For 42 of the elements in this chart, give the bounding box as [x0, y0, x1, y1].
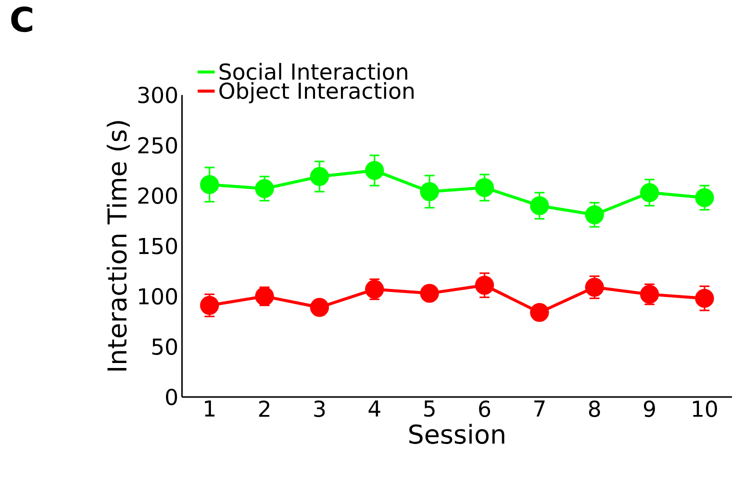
y-tick-label: 150	[139, 238, 178, 254]
y-tick-label: 100	[139, 288, 178, 305]
point	[365, 280, 384, 299]
y-tick-label: 200	[138, 187, 178, 204]
x-tick-label: 1	[204, 400, 214, 416]
point	[255, 286, 274, 306]
x-tick-label: 7	[534, 400, 545, 416]
point	[530, 302, 549, 322]
point	[530, 196, 549, 216]
y-tick-label: 50	[152, 338, 178, 355]
point	[420, 284, 439, 303]
x-tick-label: 6	[479, 400, 490, 418]
point	[695, 288, 714, 308]
x-tick-label: 4	[368, 400, 380, 416]
point	[640, 183, 659, 202]
x-tick-label: 2	[259, 400, 270, 417]
y-tick-label: 0	[166, 388, 178, 406]
point	[420, 182, 439, 202]
legend-label: Object Interaction	[219, 82, 414, 104]
y-axis-title: Interaction Time (s)	[106, 121, 130, 370]
y-tick-label: 250	[138, 137, 178, 154]
x-tick-label: 8	[589, 400, 600, 418]
point	[310, 298, 329, 317]
x-tick-label: 9	[644, 400, 655, 418]
x-tick-label: 3	[314, 400, 325, 418]
x-axis-title: Session	[409, 424, 504, 444]
point	[640, 284, 659, 304]
point	[365, 161, 384, 180]
x-tick-label: 5	[424, 400, 435, 417]
point	[200, 175, 219, 194]
point	[200, 296, 219, 315]
point	[255, 179, 274, 198]
legend-label: Social Interaction	[220, 62, 408, 80]
y-tick-label: 300	[138, 86, 178, 104]
point	[585, 278, 604, 297]
x-tick-label: 10	[692, 400, 717, 418]
point	[585, 205, 604, 224]
text: C	[11, 6, 32, 32]
point	[475, 276, 494, 295]
point	[695, 188, 714, 208]
point	[310, 167, 329, 186]
point	[475, 178, 494, 198]
